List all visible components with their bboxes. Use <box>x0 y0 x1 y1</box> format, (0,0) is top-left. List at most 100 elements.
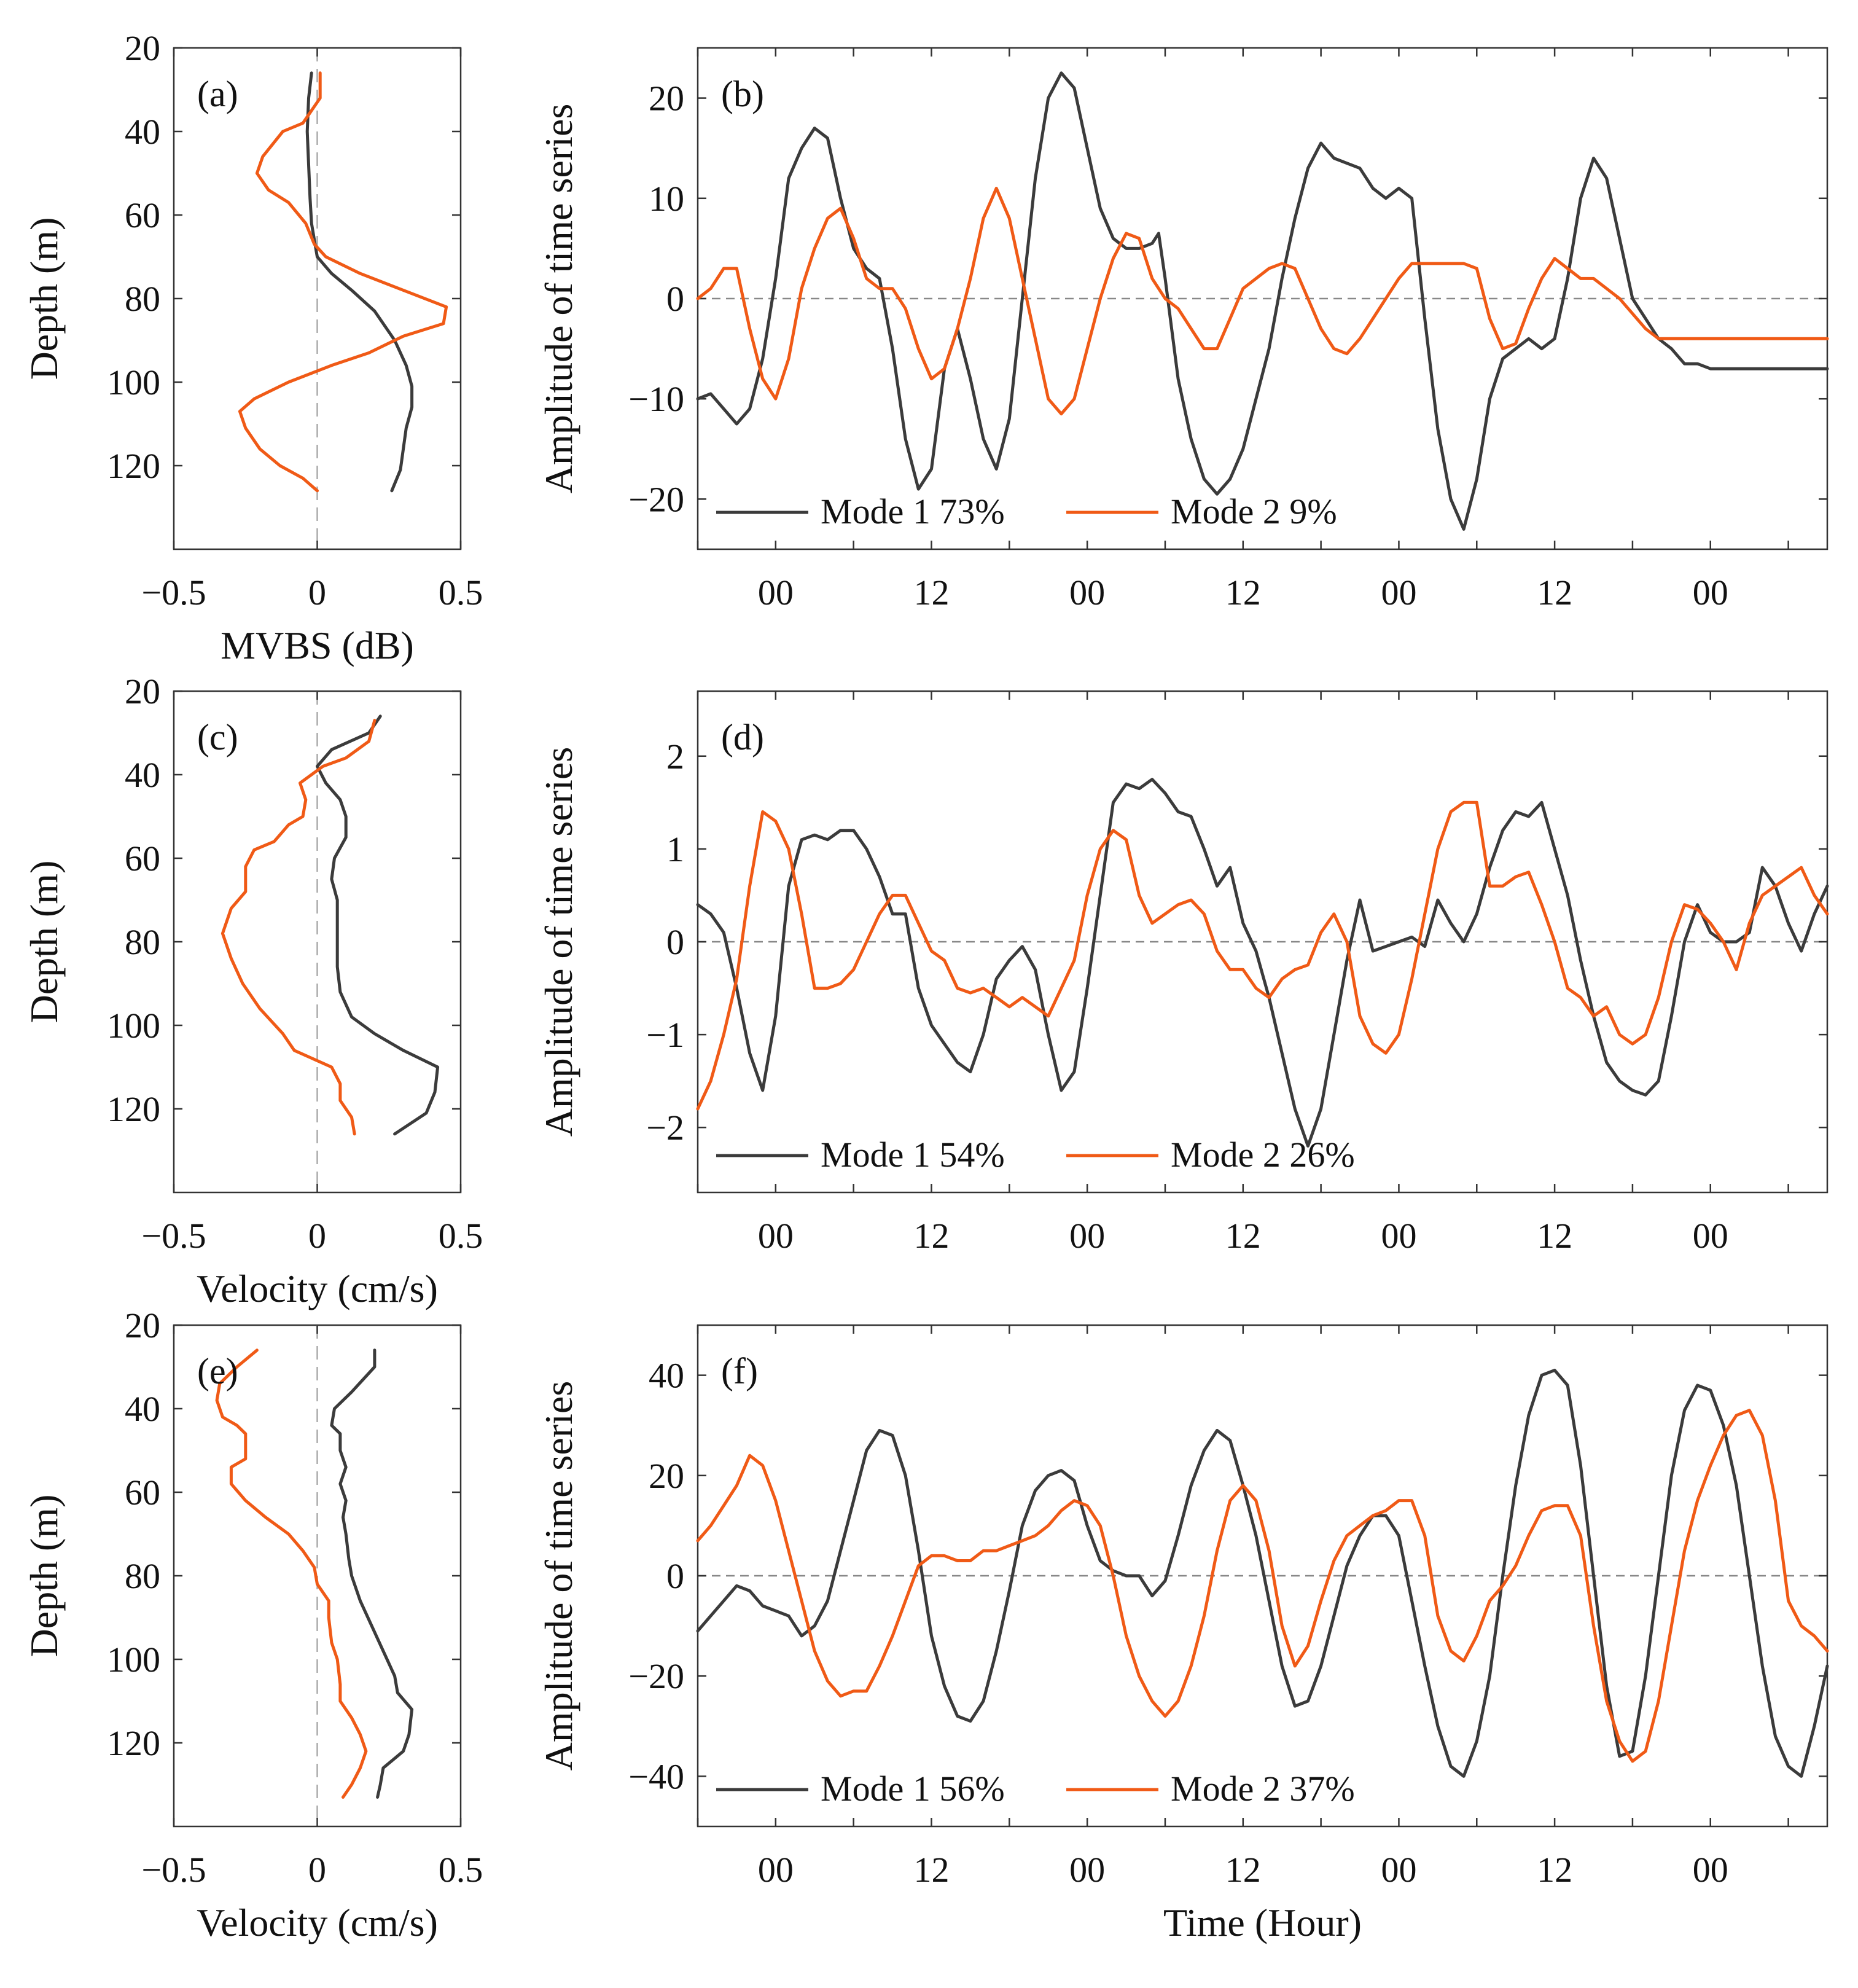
panel-c: −0.5 0 0.5 20 40 60 80 100 120 Depth (m) Velocity … <box>22 671 483 1310</box>
x-tick-label: 12 <box>913 1850 949 1890</box>
y-tick-label: 40 <box>125 112 160 152</box>
x-tick-label: 00 <box>1381 573 1416 612</box>
y-tick-label: 80 <box>125 922 160 962</box>
series-line-mode1 <box>330 1348 414 1799</box>
y-tick-label: 20 <box>649 1456 684 1496</box>
panel-a: −0.5 0 0.5 20 40 60 80 100 120 Depth (m) MVBS (dB)… <box>22 28 483 667</box>
x-tick-label: 00 <box>758 1850 794 1890</box>
x-tick-label: 12 <box>1537 1850 1572 1890</box>
y-tick-label: 60 <box>125 839 160 879</box>
x-tick-label: 12 <box>1225 573 1261 612</box>
x-axis-title: MVBS (dB) <box>221 624 414 667</box>
panel-label: (d) <box>721 717 764 757</box>
y-tick-label: −20 <box>628 479 684 519</box>
y-tick-label: 60 <box>125 195 160 235</box>
series-line-mode2 <box>696 1409 1829 1763</box>
x-axis-title: Time (Hour) <box>1163 1901 1362 1944</box>
legend-label: Mode 2 37% <box>1171 1769 1355 1809</box>
y-axis-title: Depth (m) <box>22 217 66 380</box>
y-tick-label: 120 <box>107 1723 160 1763</box>
y-tick-label: 120 <box>107 1089 160 1129</box>
panel-label: (e) <box>197 1351 238 1391</box>
x-tick-label: 00 <box>1381 1216 1416 1256</box>
x-tick-label: 00 <box>1693 573 1728 612</box>
y-axis-title: Amplitude of time series <box>537 104 580 494</box>
x-tick-label: −0.5 <box>141 1216 206 1256</box>
x-tick-label: 0.5 <box>439 1216 483 1256</box>
series-line-mode2 <box>221 719 377 1136</box>
y-axis-title: Amplitude of time series <box>537 747 580 1137</box>
y-axis-title: Depth (m) <box>22 1495 66 1657</box>
y-tick-label: 40 <box>125 1389 160 1429</box>
x-tick-label: 0 <box>308 1850 326 1890</box>
x-tick-label: 12 <box>913 1216 949 1256</box>
x-axis-title: Velocity (cm/s) <box>197 1901 438 1944</box>
panel-b: 00 12 00 12 00 12 00 −20 −10 0 10 20 Amplitude of ti… <box>537 47 1829 612</box>
legend-label: Mode 1 56% <box>821 1769 1005 1809</box>
y-tick-label: 40 <box>649 1356 684 1396</box>
x-tick-label: 00 <box>1693 1850 1728 1890</box>
panel-label: (b) <box>721 74 764 114</box>
y-axis-title: Amplitude of time series <box>537 1381 580 1771</box>
y-tick-label: −1 <box>646 1015 684 1055</box>
y-tick-label: 20 <box>125 1305 160 1345</box>
panel-label: (f) <box>721 1351 758 1391</box>
series-line-mode2 <box>696 187 1829 416</box>
x-tick-label: 00 <box>1069 573 1105 612</box>
panel-label: (a) <box>197 74 238 114</box>
y-tick-label: 10 <box>649 179 684 219</box>
series-line-mode2 <box>215 1348 368 1799</box>
x-tick-label: 0.5 <box>439 573 483 612</box>
x-tick-label: 00 <box>1069 1850 1105 1890</box>
y-tick-label: 60 <box>125 1473 160 1513</box>
legend-label: Mode 2 9% <box>1171 491 1337 531</box>
x-tick-label: 00 <box>1069 1216 1105 1256</box>
panel-f: 00 12 00 12 00 12 00 −40 −20 0 20 40 Amplitude of ti… <box>537 1324 1829 1944</box>
y-tick-label: 20 <box>125 28 160 68</box>
y-tick-label: 80 <box>125 1556 160 1596</box>
legend: Mode 1 73% Mode 2 9% <box>716 491 1337 531</box>
legend: Mode 1 56% Mode 2 37% <box>716 1769 1355 1809</box>
series-line-mode1 <box>696 1368 1829 1778</box>
x-tick-label: −0.5 <box>141 1850 206 1890</box>
y-tick-label: 120 <box>107 446 160 486</box>
y-tick-label: −20 <box>628 1656 684 1696</box>
series-line-mode1 <box>696 71 1829 531</box>
x-tick-label: 12 <box>1225 1216 1261 1256</box>
y-tick-label: 2 <box>666 737 684 777</box>
y-tick-label: 100 <box>107 1006 160 1046</box>
x-tick-label: 12 <box>1537 573 1572 612</box>
y-tick-label: −40 <box>628 1756 684 1796</box>
panel-label: (c) <box>197 717 238 757</box>
x-axis-title: Velocity (cm/s) <box>197 1267 438 1310</box>
legend-label: Mode 1 54% <box>821 1135 1005 1175</box>
x-tick-label: 0 <box>308 1216 326 1256</box>
x-tick-label: −0.5 <box>141 573 206 612</box>
x-tick-label: 00 <box>758 573 794 612</box>
y-tick-label: 0 <box>666 1556 684 1596</box>
x-tick-label: 12 <box>913 573 949 612</box>
panel-e: −0.5 0 0.5 20 40 60 80 100 120 Depth (m) Velocity … <box>22 1305 483 1944</box>
y-axis-title: Depth (m) <box>22 861 66 1023</box>
y-tick-label: 20 <box>649 79 684 119</box>
legend-label: Mode 2 26% <box>1171 1135 1355 1175</box>
x-tick-label: 00 <box>1693 1216 1728 1256</box>
y-tick-label: 100 <box>107 1640 160 1680</box>
y-tick-label: 80 <box>125 279 160 319</box>
y-tick-label: 1 <box>666 829 684 869</box>
series-line-mode1 <box>316 714 440 1136</box>
x-tick-label: 12 <box>1537 1216 1572 1256</box>
series-line-mode2 <box>696 800 1829 1111</box>
series-line-mode2 <box>238 71 448 493</box>
series-line-mode1 <box>696 778 1829 1148</box>
y-tick-label: −2 <box>646 1108 684 1148</box>
legend-label: Mode 1 73% <box>821 491 1005 531</box>
y-tick-label: 0 <box>666 922 684 962</box>
legend: Mode 1 54% Mode 2 26% <box>716 1135 1355 1175</box>
y-tick-label: 100 <box>107 362 160 402</box>
x-tick-label: 00 <box>1381 1850 1416 1890</box>
